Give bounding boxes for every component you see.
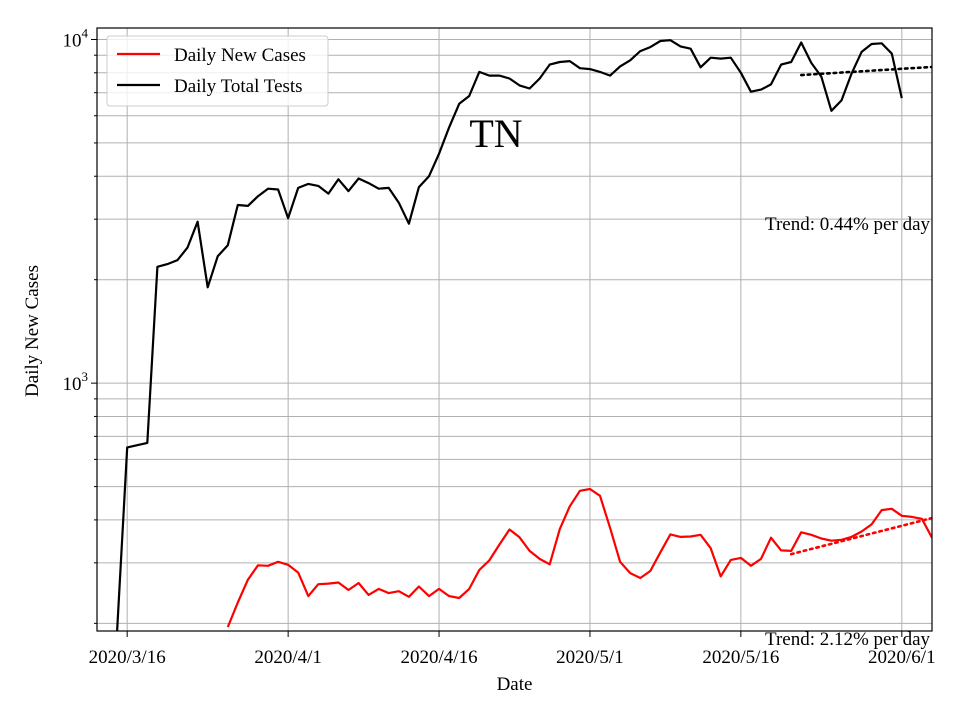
legend-frame — [106, 35, 329, 107]
legend-label-tests: Daily Total Tests — [174, 76, 303, 97]
y-axis-label: Daily New Cases — [22, 265, 43, 397]
y-tick-label: 103 — [63, 369, 89, 395]
x-tick-label: 2020/5/16 — [702, 647, 779, 668]
trend-line-tests — [799, 65, 932, 77]
annotation-tests-trend: Trend: 0.44% per day — [765, 214, 930, 235]
axis-ticks: 2020/3/16 2020/4/1 2020/4/16 2020/5/1 2020/5… — [63, 25, 936, 668]
x-tick-label: 2020/4/1 — [254, 647, 322, 668]
chart-title: TN — [469, 111, 522, 156]
plot-area-frame — [96, 27, 933, 632]
x-tick-label: 2020/5/1 — [556, 647, 624, 668]
x-tick-label: 2020/6/1 — [868, 647, 936, 668]
series-line-daily-new-cases — [226, 487, 932, 628]
legend: Daily New Cases Daily Total Tests — [106, 35, 329, 107]
grid — [97, 28, 932, 631]
x-tick-label: 2020/3/16 — [89, 647, 166, 668]
series-line-daily-total-tests — [116, 39, 903, 631]
y-tick-label: 104 — [63, 25, 89, 51]
x-tick-label: 2020/4/16 — [401, 647, 478, 668]
legend-label-cases: Daily New Cases — [174, 45, 306, 66]
series-lines — [116, 39, 932, 631]
trend-line-cases — [789, 516, 932, 556]
x-axis-label: Date — [497, 674, 533, 695]
annotation-cases-trend: Trend: 2.12% per day — [765, 629, 930, 650]
